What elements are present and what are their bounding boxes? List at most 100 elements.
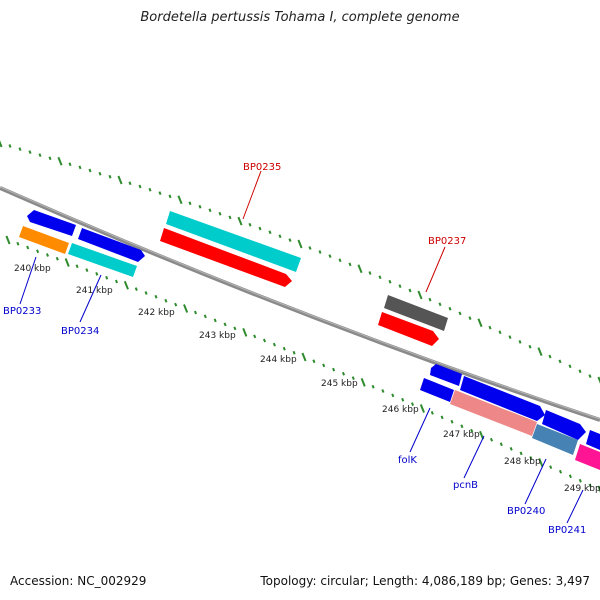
minor-tick	[341, 371, 346, 376]
gene-label-bp0233[interactable]: BP0233	[3, 306, 41, 317]
major-tick	[538, 458, 544, 467]
minor-tick	[108, 174, 112, 179]
gene-label-folk[interactable]: folK	[398, 455, 417, 466]
minor-tick	[348, 262, 352, 267]
minor-tick	[568, 364, 572, 369]
minor-tick	[458, 311, 462, 316]
gene-feature-steel-blue[interactable]	[532, 424, 578, 455]
minor-tick	[450, 419, 454, 424]
minor-tick	[408, 288, 412, 293]
minor-tick	[498, 330, 502, 335]
minor-tick	[148, 187, 152, 192]
minor-tick	[410, 402, 415, 406]
leader-line-folk	[409, 407, 431, 453]
major-tick	[537, 347, 543, 356]
minor-tick	[391, 393, 395, 398]
ruler-labels: 240 kbp 241 kbp 242 kbp 243 kbp 244 kbp …	[14, 264, 600, 494]
major-tick	[123, 280, 129, 290]
minor-tick	[114, 279, 119, 284]
minor-tick	[588, 374, 592, 378]
minor-tick	[499, 442, 503, 447]
leader-line-bp0233	[19, 256, 37, 305]
gene-label-pcnb[interactable]: pcnB	[453, 480, 478, 491]
gene-feature-blue[interactable]	[27, 210, 76, 236]
minor-tick	[578, 478, 582, 483]
gene-feature-red[interactable]	[378, 312, 439, 346]
minor-tick	[278, 234, 282, 239]
minor-tick	[272, 342, 276, 347]
minor-tick	[368, 271, 372, 275]
minor-tick	[578, 369, 582, 374]
minor-tick	[164, 298, 168, 303]
minor-tick	[38, 153, 42, 157]
gene-label-bp0235[interactable]: BP0235	[243, 162, 281, 173]
major-tick	[360, 378, 366, 387]
minor-tick	[430, 411, 434, 415]
major-tick	[177, 195, 183, 205]
minor-tick	[548, 354, 552, 359]
major-tick	[597, 376, 600, 384]
minor-tick	[528, 344, 532, 349]
minor-tick	[198, 204, 202, 209]
major-tick	[64, 258, 70, 267]
minor-tick	[98, 171, 102, 176]
leader-line-bp0234	[79, 274, 102, 323]
inner-tick-ring	[5, 235, 600, 493]
minor-tick	[18, 147, 22, 151]
ruler-label: 242 kbp	[138, 308, 175, 318]
minor-tick	[322, 363, 326, 368]
major-tick	[297, 239, 303, 249]
minor-tick	[168, 194, 172, 199]
minor-tick	[488, 325, 492, 330]
gene-feature-blue[interactable]	[542, 410, 586, 440]
leader-lines	[19, 170, 584, 524]
gene-label-bp0241[interactable]: BP0241	[548, 525, 586, 536]
leader-line-pcnb	[463, 435, 485, 479]
feature-track	[19, 210, 600, 470]
minor-tick	[213, 318, 217, 323]
minor-tick	[262, 338, 267, 343]
minor-tick	[28, 150, 32, 154]
minor-tick	[268, 230, 272, 235]
minor-tick	[388, 279, 392, 284]
minor-tick	[228, 215, 232, 220]
minor-tick	[188, 201, 192, 206]
minor-tick	[75, 264, 79, 269]
minor-tick	[549, 465, 553, 469]
minor-tick	[233, 326, 237, 331]
major-tick	[0, 140, 3, 148]
minor-tick	[208, 208, 212, 213]
gene-label-bp0240[interactable]: BP0240	[507, 506, 545, 517]
gene-label-bp0234[interactable]: BP0234	[61, 326, 99, 337]
ruler-label: 244 kbp	[260, 355, 297, 365]
major-tick	[357, 264, 363, 274]
minor-tick	[318, 250, 322, 254]
minor-tick	[401, 397, 405, 402]
gene-feature-blue[interactable]	[460, 376, 545, 421]
gene-feature-blue[interactable]	[586, 430, 600, 450]
gene-feature-blue[interactable]	[430, 364, 462, 386]
gene-label-bp0237[interactable]: BP0237	[428, 236, 466, 247]
major-tick	[237, 216, 243, 226]
minor-tick	[351, 376, 355, 380]
gene-feature-pink[interactable]	[450, 390, 537, 436]
ruler-label: 240 kbp	[14, 264, 51, 274]
gene-feature-orange[interactable]	[19, 226, 69, 254]
minor-tick	[438, 302, 442, 307]
minor-tick	[218, 211, 222, 216]
leader-line-bp0237	[425, 246, 446, 293]
minor-tick	[288, 238, 292, 242]
gene-feature-magenta[interactable]	[575, 444, 600, 470]
backbone-arc	[0, 186, 600, 422]
minor-tick	[529, 456, 533, 460]
gene-feature-blue[interactable]	[78, 228, 145, 262]
gene-feature-cyan[interactable]	[68, 243, 137, 277]
minor-tick	[468, 316, 472, 320]
gene-feature-blue[interactable]	[420, 378, 454, 402]
minor-tick	[68, 162, 72, 167]
gene-feature-cyan[interactable]	[166, 211, 301, 272]
gene-feature-dark-gray[interactable]	[384, 295, 448, 331]
gene-feature-red[interactable]	[160, 228, 292, 287]
